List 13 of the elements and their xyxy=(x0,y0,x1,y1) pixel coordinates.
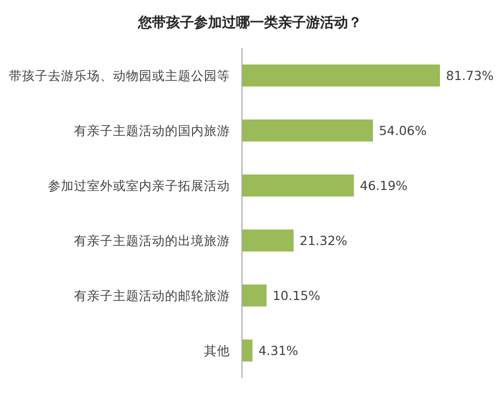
value-label: 10.15% xyxy=(272,288,320,303)
value-label: 46.19% xyxy=(360,178,408,193)
value-label: 21.32% xyxy=(300,233,348,248)
category-label: 有亲子主题活动的邮轮旅游 xyxy=(74,288,230,303)
value-label: 54.06% xyxy=(378,123,427,138)
category-label: 有亲子主题活动的国内旅游 xyxy=(74,123,230,138)
category-label: 带孩子去游乐场、动物园或主题公园等 xyxy=(9,68,230,83)
category-label: 其他 xyxy=(204,343,230,358)
value-label: 4.31% xyxy=(258,343,298,358)
category-label: 有亲子主题活动的出境旅游 xyxy=(74,233,230,248)
category-label: 参加过室外或室内亲子拓展活动 xyxy=(48,178,230,193)
value-label: 81.73% xyxy=(446,68,494,83)
title: 您带孩子参加过哪一类亲子游活动？ xyxy=(138,15,362,31)
